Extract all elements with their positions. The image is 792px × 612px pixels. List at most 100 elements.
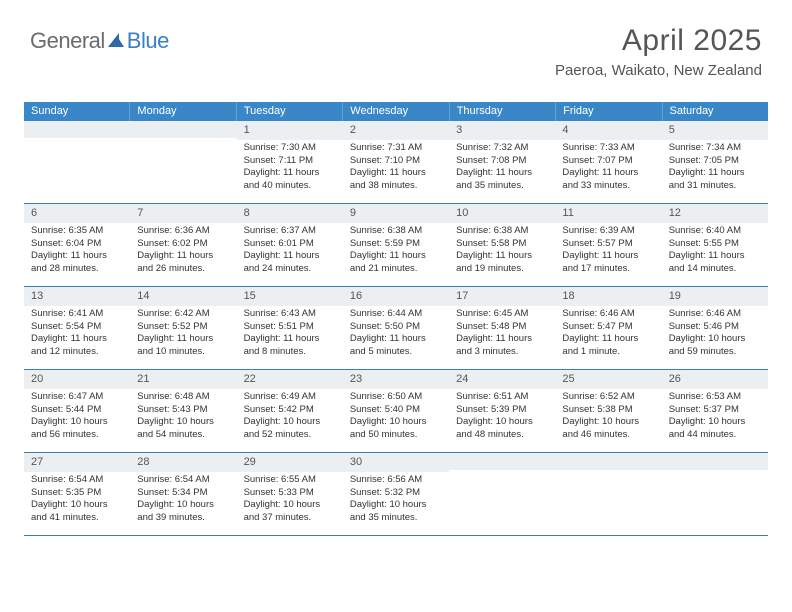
day-cell: 6Sunrise: 6:35 AMSunset: 6:04 PMDaylight…: [24, 204, 130, 286]
day-number: 10: [449, 204, 555, 223]
day-number: 11: [555, 204, 661, 223]
day-cell: 12Sunrise: 6:40 AMSunset: 5:55 PMDayligh…: [662, 204, 768, 286]
day-cell: 30Sunrise: 6:56 AMSunset: 5:32 PMDayligh…: [343, 453, 449, 535]
sunset-text: Sunset: 7:10 PM: [350, 155, 442, 168]
sunrise-text: Sunrise: 6:56 AM: [350, 474, 442, 487]
daylight-text: Daylight: 10 hours and 35 minutes.: [350, 499, 442, 525]
sunset-text: Sunset: 5:57 PM: [562, 238, 654, 251]
day-number: 7: [130, 204, 236, 223]
week-row: 1Sunrise: 7:30 AMSunset: 7:11 PMDaylight…: [24, 121, 768, 204]
daylight-text: Daylight: 11 hours and 10 minutes.: [137, 333, 229, 359]
sunrise-text: Sunrise: 6:52 AM: [562, 391, 654, 404]
weeks-container: 1Sunrise: 7:30 AMSunset: 7:11 PMDaylight…: [24, 121, 768, 536]
day-cell: [555, 453, 661, 535]
day-cell: 7Sunrise: 6:36 AMSunset: 6:02 PMDaylight…: [130, 204, 236, 286]
daylight-text: Daylight: 11 hours and 17 minutes.: [562, 250, 654, 276]
daylight-text: Daylight: 10 hours and 39 minutes.: [137, 499, 229, 525]
day-number: [130, 121, 236, 138]
day-number: 24: [449, 370, 555, 389]
month-title: April 2025: [555, 24, 762, 58]
sunset-text: Sunset: 5:58 PM: [456, 238, 548, 251]
header-thursday: Thursday: [450, 102, 556, 121]
daylight-text: Daylight: 11 hours and 5 minutes.: [350, 333, 442, 359]
day-cell: 11 Sunrise: 6:39 AMSunset: 5:57 PMDayligh…: [555, 204, 661, 286]
sunrise-text: Sunrise: 6:47 AM: [31, 391, 123, 404]
sunset-text: Sunset: 7:05 PM: [669, 155, 761, 168]
calendar-header-row: Sunday Monday Tuesday Wednesday Thursday…: [24, 102, 768, 121]
title-block: April 2025 Paeroa, Waikato, New Zealand: [555, 24, 762, 79]
sunrise-text: Sunrise: 6:42 AM: [137, 308, 229, 321]
day-cell: 26Sunrise: 6:53 AMSunset: 5:37 PMDayligh…: [662, 370, 768, 452]
sunrise-text: Sunrise: 6:37 AM: [244, 225, 336, 238]
day-cell: 21Sunrise: 6:48 AMSunset: 5:43 PMDayligh…: [130, 370, 236, 452]
sunset-text: Sunset: 5:48 PM: [456, 321, 548, 334]
daylight-text: Daylight: 10 hours and 59 minutes.: [669, 333, 761, 359]
sunset-text: Sunset: 5:35 PM: [31, 487, 123, 500]
sunrise-text: Sunrise: 6:39 AM: [562, 225, 654, 238]
day-body: Sunrise: 6:49 AMSunset: 5:42 PMDaylight:…: [237, 389, 343, 446]
header-monday: Monday: [130, 102, 236, 121]
day-cell: 16 Sunrise: 6:44 AMSunset: 5:50 PMDayligh…: [343, 287, 449, 369]
sunrise-text: Sunrise: 6:35 AM: [31, 225, 123, 238]
daylight-text: Daylight: 10 hours and 48 minutes.: [456, 416, 548, 442]
day-body: [449, 470, 555, 530]
sunrise-text: Sunrise: 6:46 AM: [669, 308, 761, 321]
daylight-text: Daylight: 11 hours and 28 minutes.: [31, 250, 123, 276]
sunset-text: Sunset: 5:42 PM: [244, 404, 336, 417]
day-body: Sunrise: 6:35 AMSunset: 6:04 PMDaylight:…: [24, 223, 130, 280]
daylight-text: Daylight: 11 hours and 21 minutes.: [350, 250, 442, 276]
sunrise-text: Sunrise: 6:44 AM: [350, 308, 442, 321]
day-cell: 5Sunrise: 7:34 AMSunset: 7:05 PMDaylight…: [662, 121, 768, 203]
daylight-text: Daylight: 11 hours and 38 minutes.: [350, 167, 442, 193]
week-row: 13Sunrise: 6:41 AMSunset: 5:54 PMDayligh…: [24, 287, 768, 370]
sunrise-text: Sunrise: 6:55 AM: [244, 474, 336, 487]
day-number: 21: [130, 370, 236, 389]
sunset-text: Sunset: 5:46 PM: [669, 321, 761, 334]
day-cell: 25Sunrise: 6:52 AMSunset: 5:38 PMDayligh…: [555, 370, 661, 452]
day-cell: 24Sunrise: 6:51 AMSunset: 5:39 PMDayligh…: [449, 370, 555, 452]
sunset-text: Sunset: 6:01 PM: [244, 238, 336, 251]
day-cell: 1Sunrise: 7:30 AMSunset: 7:11 PMDaylight…: [237, 121, 343, 203]
sunset-text: Sunset: 5:54 PM: [31, 321, 123, 334]
day-cell: 20Sunrise: 6:47 AMSunset: 5:44 PMDayligh…: [24, 370, 130, 452]
day-body: Sunrise: 6:54 AMSunset: 5:34 PMDaylight:…: [130, 472, 236, 529]
day-body: Sunrise: 6:37 AMSunset: 6:01 PMDaylight:…: [237, 223, 343, 280]
week-row: 27 Sunrise: 6:54 AMSunset: 5:35 PM Dayligh…: [24, 453, 768, 536]
sunset-text: Sunset: 5:50 PM: [350, 321, 442, 334]
day-number: 8: [237, 204, 343, 223]
sunrise-text: Sunrise: 6:54 AM: [31, 474, 123, 487]
day-cell: 9Sunrise: 6:38 AMSunset: 5:59 PMDaylight…: [343, 204, 449, 286]
day-body: Sunrise: 6:46 AMSunset: 5:46 PMDaylight:…: [662, 306, 768, 363]
daylight-text: Daylight: 11 hours and 33 minutes.: [562, 167, 654, 193]
day-number: 16: [343, 287, 449, 306]
daylight-text: Daylight: 10 hours and 52 minutes.: [244, 416, 336, 442]
day-cell: 17Sunrise: 6:45 AMSunset: 5:48 PMDayligh…: [449, 287, 555, 369]
day-number: 14: [130, 287, 236, 306]
day-body: Sunrise: 7:33 AMSunset: 7:07 PMDaylight:…: [555, 140, 661, 197]
header-tuesday: Tuesday: [237, 102, 343, 121]
day-cell: 27Sunrise: 6:54 AMSunset: 5:35 PMDayligh…: [24, 453, 130, 535]
sunset-text: Sunset: 5:38 PM: [562, 404, 654, 417]
day-number: 3: [449, 121, 555, 140]
day-body: Sunrise: 7:32 AMSunset: 7:08 PMDaylight:…: [449, 140, 555, 197]
daylight-text: Daylight: 11 hours and 19 minutes.: [456, 250, 548, 276]
day-number: 26: [662, 370, 768, 389]
day-cell: 29Sunrise: 6:55 AMSunset: 5:33 PMDayligh…: [237, 453, 343, 535]
day-body: Sunrise: 6:51 AMSunset: 5:39 PMDaylight:…: [449, 389, 555, 446]
sunset-text: Sunset: 5:34 PM: [137, 487, 229, 500]
header-friday: Friday: [556, 102, 662, 121]
day-body: [130, 138, 236, 198]
day-number: 2: [343, 121, 449, 140]
day-cell: 28Sunrise: 6:54 AMSunset: 5:34 PMDayligh…: [130, 453, 236, 535]
day-number: 27: [24, 453, 130, 472]
daylight-text: Daylight: 10 hours and 56 minutes.: [31, 416, 123, 442]
week-row: 20Sunrise: 6:47 AMSunset: 5:44 PMDayligh…: [24, 370, 768, 453]
daylight-text: Daylight: 11 hours and 26 minutes.: [137, 250, 229, 276]
day-number: 17: [449, 287, 555, 306]
day-cell: [662, 453, 768, 535]
daylight-text: Daylight: 10 hours and 37 minutes.: [244, 499, 336, 525]
sunrise-text: Sunrise: 6:51 AM: [456, 391, 548, 404]
daylight-text: Daylight: 11 hours and 40 minutes.: [244, 167, 336, 193]
day-body: Sunrise: 6:45 AMSunset: 5:48 PMDaylight:…: [449, 306, 555, 363]
day-cell: 22Sunrise: 6:49 AMSunset: 5:42 PMDayligh…: [237, 370, 343, 452]
